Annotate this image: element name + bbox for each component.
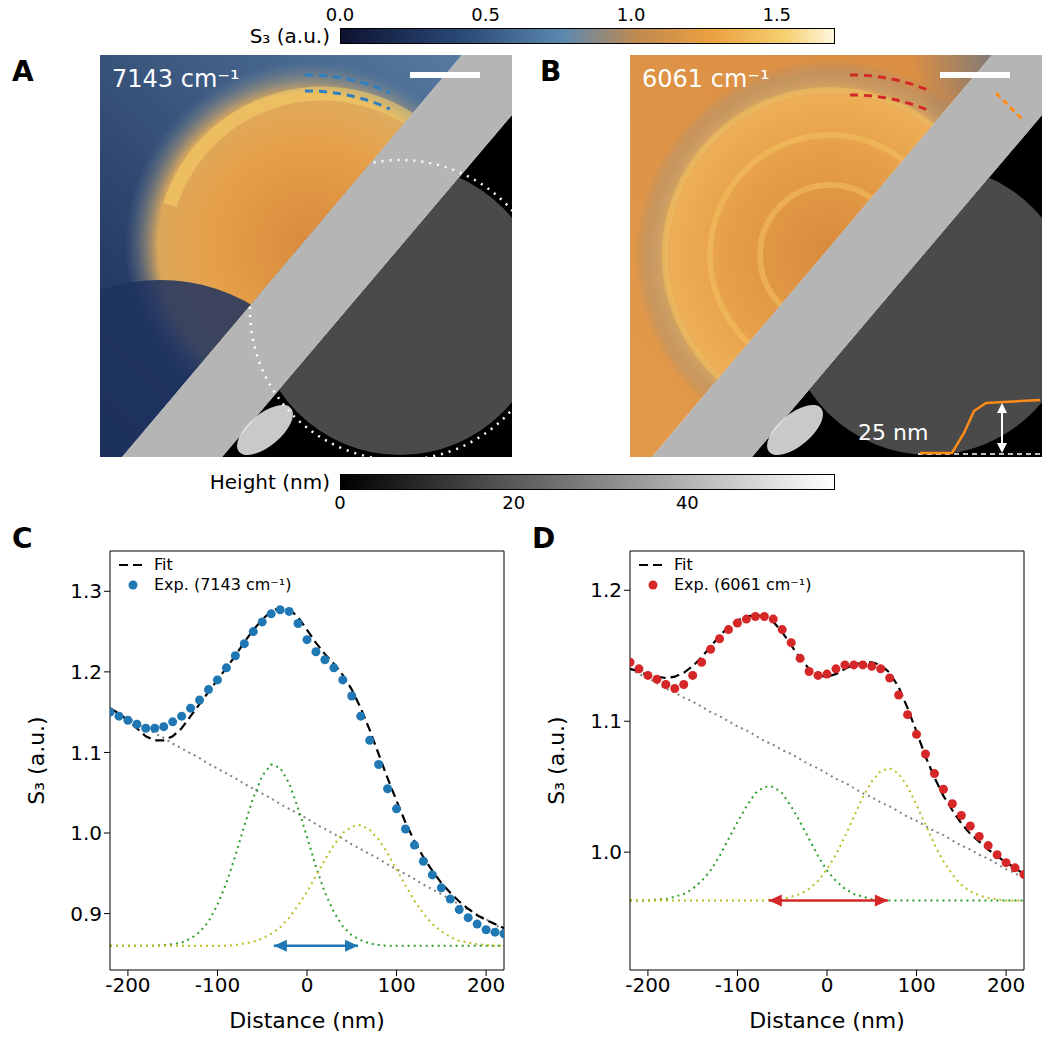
svg-text:0: 0 bbox=[301, 973, 314, 997]
html-text:0: 0 bbox=[334, 492, 346, 513]
svg-text:S₃ (a.u.): S₃ (a.u.) bbox=[544, 716, 569, 804]
svg-text:100: 100 bbox=[897, 973, 935, 997]
svg-text:1.3: 1.3 bbox=[70, 579, 102, 603]
html-text:A: A bbox=[12, 55, 34, 88]
svg-text:100: 100 bbox=[377, 973, 415, 997]
svg-text:1.2: 1.2 bbox=[70, 660, 102, 684]
html-text:20: 20 bbox=[502, 492, 526, 513]
svg-text:-100: -100 bbox=[195, 973, 240, 997]
svg-text:1.0: 1.0 bbox=[590, 840, 622, 864]
svg-text:-200: -200 bbox=[625, 973, 670, 997]
svg-text:-100: -100 bbox=[715, 973, 760, 997]
svg-text:1.1: 1.1 bbox=[590, 709, 622, 733]
svg-text:1.1: 1.1 bbox=[70, 741, 102, 765]
svg-text:0: 0 bbox=[821, 973, 834, 997]
svg-text:1.2: 1.2 bbox=[590, 578, 622, 602]
html-text:0.5: 0.5 bbox=[471, 4, 500, 25]
svg-text:0.9: 0.9 bbox=[70, 902, 102, 926]
html-text:C: C bbox=[12, 522, 33, 555]
html-text:Height (nm): Height (nm) bbox=[209, 470, 330, 494]
svg-text:S₃ (a.u.): S₃ (a.u.) bbox=[24, 716, 49, 804]
html-text:D: D bbox=[532, 522, 556, 555]
html-text:Exp. (6061 cm⁻¹): Exp. (6061 cm⁻¹) bbox=[674, 575, 812, 594]
svg-text:200: 200 bbox=[467, 973, 505, 997]
html-text:Fit: Fit bbox=[674, 555, 693, 574]
svg-text:6061 cm⁻¹: 6061 cm⁻¹ bbox=[642, 65, 770, 93]
svg-text:200: 200 bbox=[987, 973, 1025, 997]
html-text:40: 40 bbox=[675, 492, 699, 513]
html-text:0.0: 0.0 bbox=[325, 4, 355, 25]
svg-text:Distance (nm): Distance (nm) bbox=[229, 1008, 385, 1033]
svg-text:Distance (nm): Distance (nm) bbox=[749, 1008, 905, 1033]
html-text:B: B bbox=[540, 55, 562, 88]
html-text:Exp. (7143 cm⁻¹): Exp. (7143 cm⁻¹) bbox=[154, 575, 292, 594]
svg-text:7143 cm⁻¹: 7143 cm⁻¹ bbox=[112, 65, 240, 93]
html-text:S₃ (a.u.): S₃ (a.u.) bbox=[249, 24, 330, 48]
html-text:Fit: Fit bbox=[154, 555, 173, 574]
html-text:1.5: 1.5 bbox=[762, 4, 792, 25]
html-text:1.0: 1.0 bbox=[616, 4, 646, 25]
svg-text:1.0: 1.0 bbox=[70, 821, 102, 845]
svg-text:-200: -200 bbox=[105, 973, 150, 997]
svg-text:25 nm: 25 nm bbox=[858, 420, 928, 445]
